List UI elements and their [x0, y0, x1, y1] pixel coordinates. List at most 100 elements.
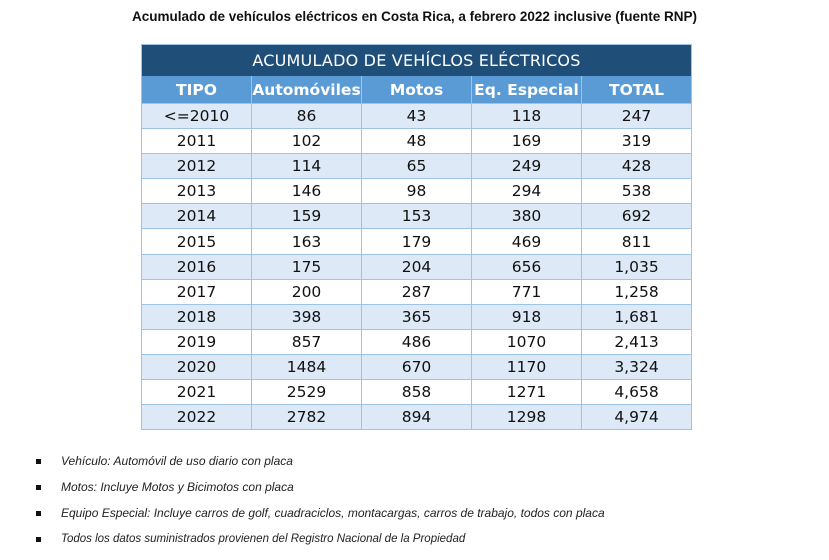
cell-automoviles: 86 [251, 102, 362, 130]
cell-total: 692 [581, 203, 692, 230]
table-row: 2012 114 65 249 428 [141, 153, 692, 180]
cell-total: 2,413 [581, 328, 692, 355]
cell-eq-especial: 469 [471, 228, 582, 255]
cell-tipo: 2021 [141, 379, 252, 406]
bullet-icon [36, 484, 41, 490]
cell-motos: 287 [361, 278, 472, 305]
cell-automoviles: 163 [251, 228, 362, 255]
table-header-row: TIPO Automóviles Motos Eq. Especial TOTA… [141, 76, 692, 104]
cell-motos: 858 [361, 379, 472, 406]
cell-tipo: 2015 [141, 228, 252, 255]
cell-eq-especial: 918 [471, 303, 582, 330]
table-row: 2021 2529 858 1271 4,658 [141, 379, 692, 406]
cell-motos: 670 [361, 353, 472, 381]
cell-tipo: 2014 [141, 203, 252, 230]
cell-total: 247 [581, 102, 692, 130]
table-row: 2016 175 204 656 1,035 [141, 253, 692, 280]
bullet-icon [36, 458, 41, 464]
column-header-automoviles: Automóviles [251, 76, 362, 104]
cell-eq-especial: 294 [471, 178, 582, 205]
cell-motos: 153 [361, 203, 472, 230]
cell-automoviles: 398 [251, 303, 362, 330]
table-row: 2014 159 153 380 692 [141, 203, 692, 230]
table-row: 2015 163 179 469 811 [141, 228, 692, 255]
bullet-icon [36, 536, 41, 542]
cell-tipo: 2013 [141, 178, 252, 205]
cell-total: 811 [581, 228, 692, 255]
cell-motos: 179 [361, 228, 472, 255]
cell-tipo: 2018 [141, 303, 252, 330]
cell-motos: 43 [361, 102, 472, 130]
cell-automoviles: 114 [251, 153, 362, 180]
bullet-icon [36, 510, 41, 516]
cell-motos: 365 [361, 303, 472, 330]
cell-tipo: 2017 [141, 278, 252, 305]
note-fuente: Todos los datos suministrados provienen … [61, 533, 466, 545]
cell-eq-especial: 1271 [471, 379, 582, 406]
cell-motos: 48 [361, 128, 472, 155]
cell-motos: 204 [361, 253, 472, 280]
column-header-tipo: TIPO [141, 76, 252, 104]
list-item: Motos: Incluye Motos y Bicimotos con pla… [32, 474, 605, 500]
table-row: 2017 200 287 771 1,258 [141, 278, 692, 305]
table-body: <=2010 86 43 118 247 2011 102 48 169 319 2012 114 65… [141, 102, 692, 431]
column-header-total: TOTAL [581, 76, 692, 104]
column-header-eq-especial: Eq. Especial [471, 76, 582, 104]
cell-eq-especial: 249 [471, 153, 582, 180]
table-row: 2022 2782 894 1298 4,974 [141, 404, 692, 431]
table-row: 2019 857 486 1070 2,413 [141, 328, 692, 355]
cell-total: 428 [581, 153, 692, 180]
list-item: Equipo Especial: Incluye carros de golf,… [32, 500, 605, 526]
table-row: 2013 146 98 294 538 [141, 178, 692, 205]
cell-total: 3,324 [581, 353, 692, 381]
cell-tipo: 2016 [141, 253, 252, 280]
cell-motos: 486 [361, 328, 472, 355]
cell-eq-especial: 656 [471, 253, 582, 280]
cell-tipo: 2011 [141, 128, 252, 155]
cell-total: 1,681 [581, 303, 692, 330]
cell-total: 319 [581, 128, 692, 155]
cell-motos: 65 [361, 153, 472, 180]
vehicles-table: ACUMULADO DE VEHÍCLOS ELÉCTRICOS TIPO Au… [141, 44, 692, 431]
note-equipo-especial: Equipo Especial: Incluye carros de golf,… [61, 506, 605, 520]
vehicles-table-container: ACUMULADO DE VEHÍCLOS ELÉCTRICOS TIPO Au… [141, 44, 692, 431]
notes-list: Vehículo: Automóvil de uso diario con pl… [32, 448, 605, 552]
list-item: Vehículo: Automóvil de uso diario con pl… [32, 448, 605, 474]
table-row: 2020 1484 670 1170 3,324 [141, 353, 692, 381]
cell-total: 4,974 [581, 404, 692, 431]
cell-total: 538 [581, 178, 692, 205]
page-title: Acumulado de vehículos eléctricos en Cos… [132, 9, 697, 24]
table-row: 2018 398 365 918 1,681 [141, 303, 692, 330]
table-banner: ACUMULADO DE VEHÍCLOS ELÉCTRICOS [141, 44, 692, 76]
cell-tipo: <=2010 [141, 102, 252, 130]
cell-total: 1,035 [581, 253, 692, 280]
cell-automoviles: 175 [251, 253, 362, 280]
cell-tipo: 2012 [141, 153, 252, 180]
cell-automoviles: 1484 [251, 353, 362, 381]
cell-eq-especial: 1070 [471, 328, 582, 355]
note-motos: Motos: Incluye Motos y Bicimotos con pla… [61, 480, 294, 494]
cell-automoviles: 146 [251, 178, 362, 205]
cell-motos: 98 [361, 178, 472, 205]
column-header-motos: Motos [361, 76, 472, 104]
cell-eq-especial: 169 [471, 128, 582, 155]
table-row: <=2010 86 43 118 247 [141, 102, 692, 130]
cell-automoviles: 200 [251, 278, 362, 305]
cell-automoviles: 2529 [251, 379, 362, 406]
cell-eq-especial: 1298 [471, 404, 582, 431]
cell-automoviles: 159 [251, 203, 362, 230]
cell-tipo: 2020 [141, 353, 252, 381]
cell-total: 1,258 [581, 278, 692, 305]
cell-total: 4,658 [581, 379, 692, 406]
cell-automoviles: 857 [251, 328, 362, 355]
note-vehiculo: Vehículo: Automóvil de uso diario con pl… [61, 454, 293, 468]
table-row: 2011 102 48 169 319 [141, 128, 692, 155]
cell-tipo: 2022 [141, 404, 252, 431]
cell-automoviles: 102 [251, 128, 362, 155]
cell-eq-especial: 380 [471, 203, 582, 230]
list-item: Todos los datos suministrados provienen … [32, 526, 605, 552]
cell-tipo: 2019 [141, 328, 252, 355]
cell-eq-especial: 771 [471, 278, 582, 305]
cell-automoviles: 2782 [251, 404, 362, 431]
cell-eq-especial: 118 [471, 102, 582, 130]
